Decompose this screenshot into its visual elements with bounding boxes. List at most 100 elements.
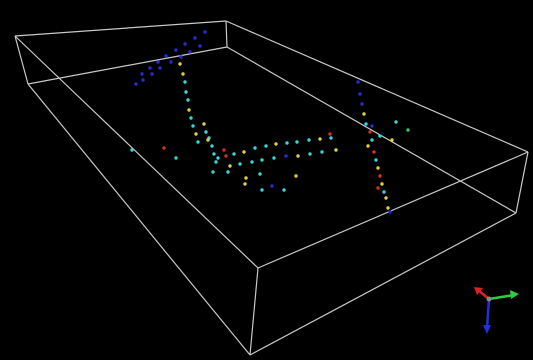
cloud-point bbox=[186, 98, 190, 102]
cloud-point bbox=[250, 160, 254, 164]
cloud-point bbox=[364, 122, 368, 126]
cloud-point bbox=[174, 156, 178, 160]
box-edge bbox=[226, 46, 517, 214]
cloud-point bbox=[188, 50, 192, 54]
cloud-point bbox=[258, 172, 262, 176]
cloud-point bbox=[224, 154, 228, 158]
box-edge bbox=[14, 35, 259, 269]
cloud-point bbox=[194, 132, 198, 136]
cloud-point bbox=[334, 148, 338, 152]
cloud-point bbox=[189, 116, 193, 120]
cloud-point bbox=[242, 150, 246, 154]
cloud-point bbox=[130, 148, 134, 152]
cloud-point bbox=[358, 92, 362, 96]
box-edge bbox=[515, 151, 529, 214]
cloud-point bbox=[203, 30, 207, 34]
box-edge bbox=[225, 20, 529, 153]
cloud-point bbox=[150, 72, 154, 76]
cloud-point bbox=[384, 196, 388, 200]
cloud-point bbox=[329, 136, 333, 140]
box-edge bbox=[14, 20, 227, 37]
cloud-point bbox=[226, 170, 230, 174]
cloud-point bbox=[376, 166, 380, 170]
cloud-point bbox=[356, 80, 360, 84]
cloud-point bbox=[187, 108, 191, 112]
z-axis-arrowhead bbox=[483, 325, 491, 334]
cloud-point bbox=[184, 90, 188, 94]
z-axis-arrow bbox=[485, 298, 491, 329]
gizmo-origin bbox=[486, 296, 492, 302]
cloud-point bbox=[296, 154, 300, 158]
box-edge bbox=[249, 267, 259, 356]
box-edge bbox=[257, 151, 529, 269]
cloud-point bbox=[318, 137, 322, 141]
cloud-point bbox=[406, 128, 410, 132]
cloud-point bbox=[360, 102, 364, 106]
cloud-point bbox=[307, 138, 311, 142]
cloud-point bbox=[374, 158, 378, 162]
cloud-point bbox=[382, 190, 386, 194]
point-cloud bbox=[130, 30, 410, 214]
cloud-point bbox=[162, 146, 166, 150]
cloud-point bbox=[388, 210, 392, 214]
bounding-box bbox=[14, 20, 529, 356]
box-edge bbox=[225, 20, 228, 48]
box-edge bbox=[27, 83, 251, 356]
cloud-point bbox=[390, 138, 394, 142]
cloud-point bbox=[284, 154, 288, 158]
cloud-point bbox=[372, 150, 376, 154]
cloud-point bbox=[294, 174, 298, 178]
cloud-point bbox=[295, 140, 299, 144]
cloud-point bbox=[193, 36, 197, 40]
cloud-point bbox=[169, 60, 173, 64]
cloud-point bbox=[164, 54, 168, 58]
cloud-point bbox=[394, 120, 398, 124]
cloud-point bbox=[210, 144, 214, 148]
cloud-point bbox=[222, 148, 226, 152]
cloud-point bbox=[378, 174, 382, 178]
cloud-point bbox=[320, 150, 324, 154]
cloud-point bbox=[140, 72, 144, 76]
cloud-point bbox=[362, 112, 366, 116]
x-axis-arrowhead bbox=[510, 290, 519, 299]
cloud-point bbox=[216, 156, 220, 160]
cloud-point bbox=[198, 44, 202, 48]
cloud-point bbox=[232, 152, 236, 156]
cloud-point bbox=[366, 144, 370, 148]
cloud-point bbox=[270, 184, 274, 188]
box-edge bbox=[14, 35, 29, 85]
box-edge bbox=[27, 46, 228, 85]
cloud-point bbox=[179, 55, 183, 59]
cloud-point bbox=[156, 60, 160, 64]
cloud-point bbox=[370, 138, 374, 142]
x-axis-arrow bbox=[488, 293, 515, 301]
cloud-point bbox=[274, 142, 278, 146]
cloud-point bbox=[214, 160, 218, 164]
cloud-point bbox=[368, 130, 372, 134]
cloud-point bbox=[211, 170, 215, 174]
cloud-point bbox=[244, 176, 248, 180]
y-axis-arrowhead bbox=[474, 287, 483, 295]
cloud-point bbox=[260, 158, 264, 162]
cloud-point bbox=[196, 140, 200, 144]
cloud-point bbox=[141, 78, 145, 82]
axis-gizmo[interactable] bbox=[474, 287, 519, 334]
cloud-point bbox=[308, 152, 312, 156]
cloud-point bbox=[191, 124, 195, 128]
cloud-point bbox=[212, 152, 216, 156]
cloud-point bbox=[253, 146, 257, 150]
cloud-point bbox=[238, 162, 242, 166]
cloud-point bbox=[380, 182, 384, 186]
cloud-point bbox=[386, 206, 390, 210]
cloud-point bbox=[243, 182, 247, 186]
cloud-point bbox=[272, 156, 276, 160]
cloud-point bbox=[376, 186, 380, 190]
cloud-point bbox=[378, 134, 382, 138]
cloud-point bbox=[206, 138, 210, 142]
cloud-point bbox=[285, 141, 289, 145]
cloud-point bbox=[282, 188, 286, 192]
cloud-point bbox=[204, 130, 208, 134]
cloud-point bbox=[328, 132, 332, 136]
